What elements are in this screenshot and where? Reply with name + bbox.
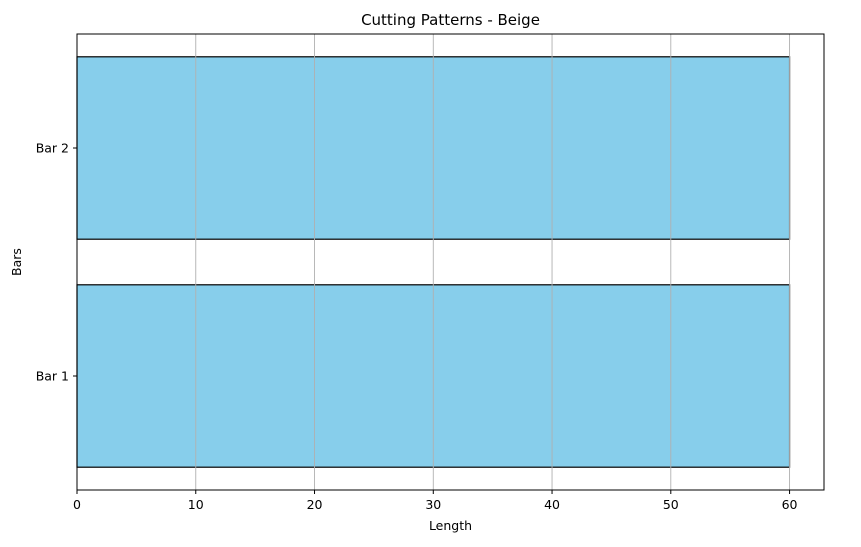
chart-title: Cutting Patterns - Beige xyxy=(361,11,540,29)
x-axis-ticks: 0 10 20 30 40 50 60 xyxy=(73,490,798,512)
x-axis-label: Length xyxy=(429,518,472,533)
x-tick-label-60: 60 xyxy=(782,497,798,512)
x-gridlines xyxy=(76,34,791,490)
y-axis-label: Bars xyxy=(9,248,24,276)
x-tick-label-20: 20 xyxy=(307,497,323,512)
y-axis-ticks: Bar 1 Bar 2 xyxy=(36,141,77,384)
x-tick-label-0: 0 xyxy=(73,497,81,512)
plot-frame xyxy=(76,33,825,491)
y-tick-label-2: Bar 2 xyxy=(36,141,69,156)
x-tick-label-50: 50 xyxy=(663,497,679,512)
x-tick-label-30: 30 xyxy=(425,497,441,512)
x-tick-label-10: 10 xyxy=(188,497,204,512)
y-tick-label-1: Bar 1 xyxy=(36,369,69,384)
x-tick-label-40: 40 xyxy=(544,497,560,512)
